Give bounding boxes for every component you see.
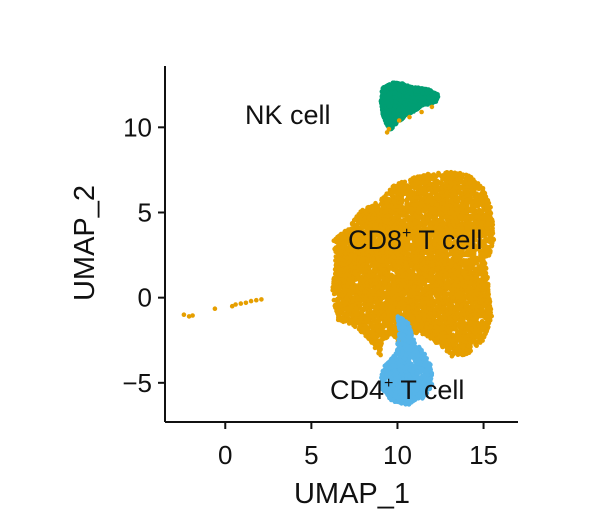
- series-0: [330, 169, 497, 359]
- point: [484, 197, 490, 202]
- point: [333, 298, 339, 303]
- point: [359, 310, 365, 315]
- point: [415, 302, 420, 307]
- points-layer: [181, 80, 497, 407]
